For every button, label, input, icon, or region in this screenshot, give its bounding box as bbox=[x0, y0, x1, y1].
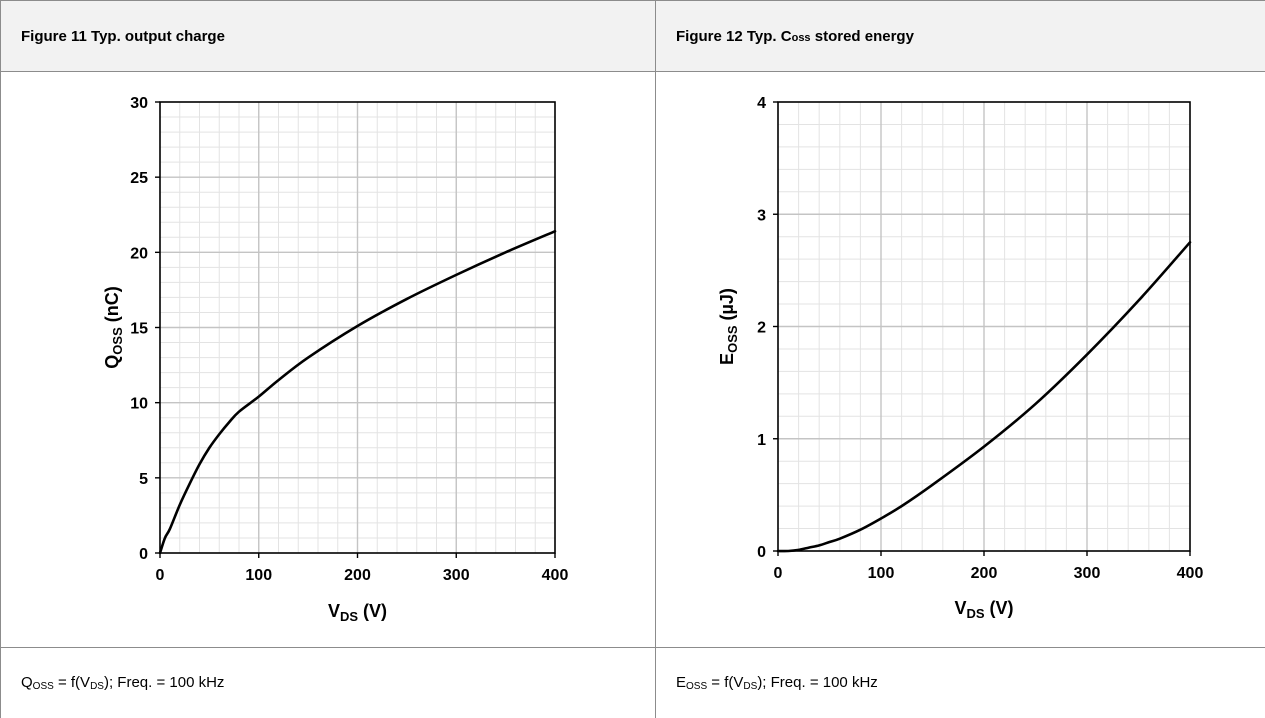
y-axis-label: QOSS (nC) bbox=[102, 286, 125, 368]
y-tick-label: 10 bbox=[130, 396, 148, 413]
y-tick-label: 15 bbox=[130, 321, 148, 338]
x-tick-label: 300 bbox=[443, 567, 470, 584]
plot-area: 0 100 200 300 400 0 5 10 15 20 25 30 VDS (V) QOSS (nC… bbox=[102, 95, 568, 624]
y-tick-label: 30 bbox=[130, 95, 148, 112]
x-tick-label: 0 bbox=[156, 567, 165, 584]
y-tick-label: 20 bbox=[130, 245, 148, 262]
x-axis-label: VDS (V) bbox=[328, 601, 387, 624]
x-tick-label: 400 bbox=[542, 567, 569, 584]
y-tick-label: 25 bbox=[130, 170, 148, 187]
y-tick-label: 5 bbox=[139, 471, 148, 488]
y-tick-label: 0 bbox=[139, 546, 148, 563]
x-tick-label: 100 bbox=[245, 567, 272, 584]
x-tick-label: 200 bbox=[344, 567, 371, 584]
